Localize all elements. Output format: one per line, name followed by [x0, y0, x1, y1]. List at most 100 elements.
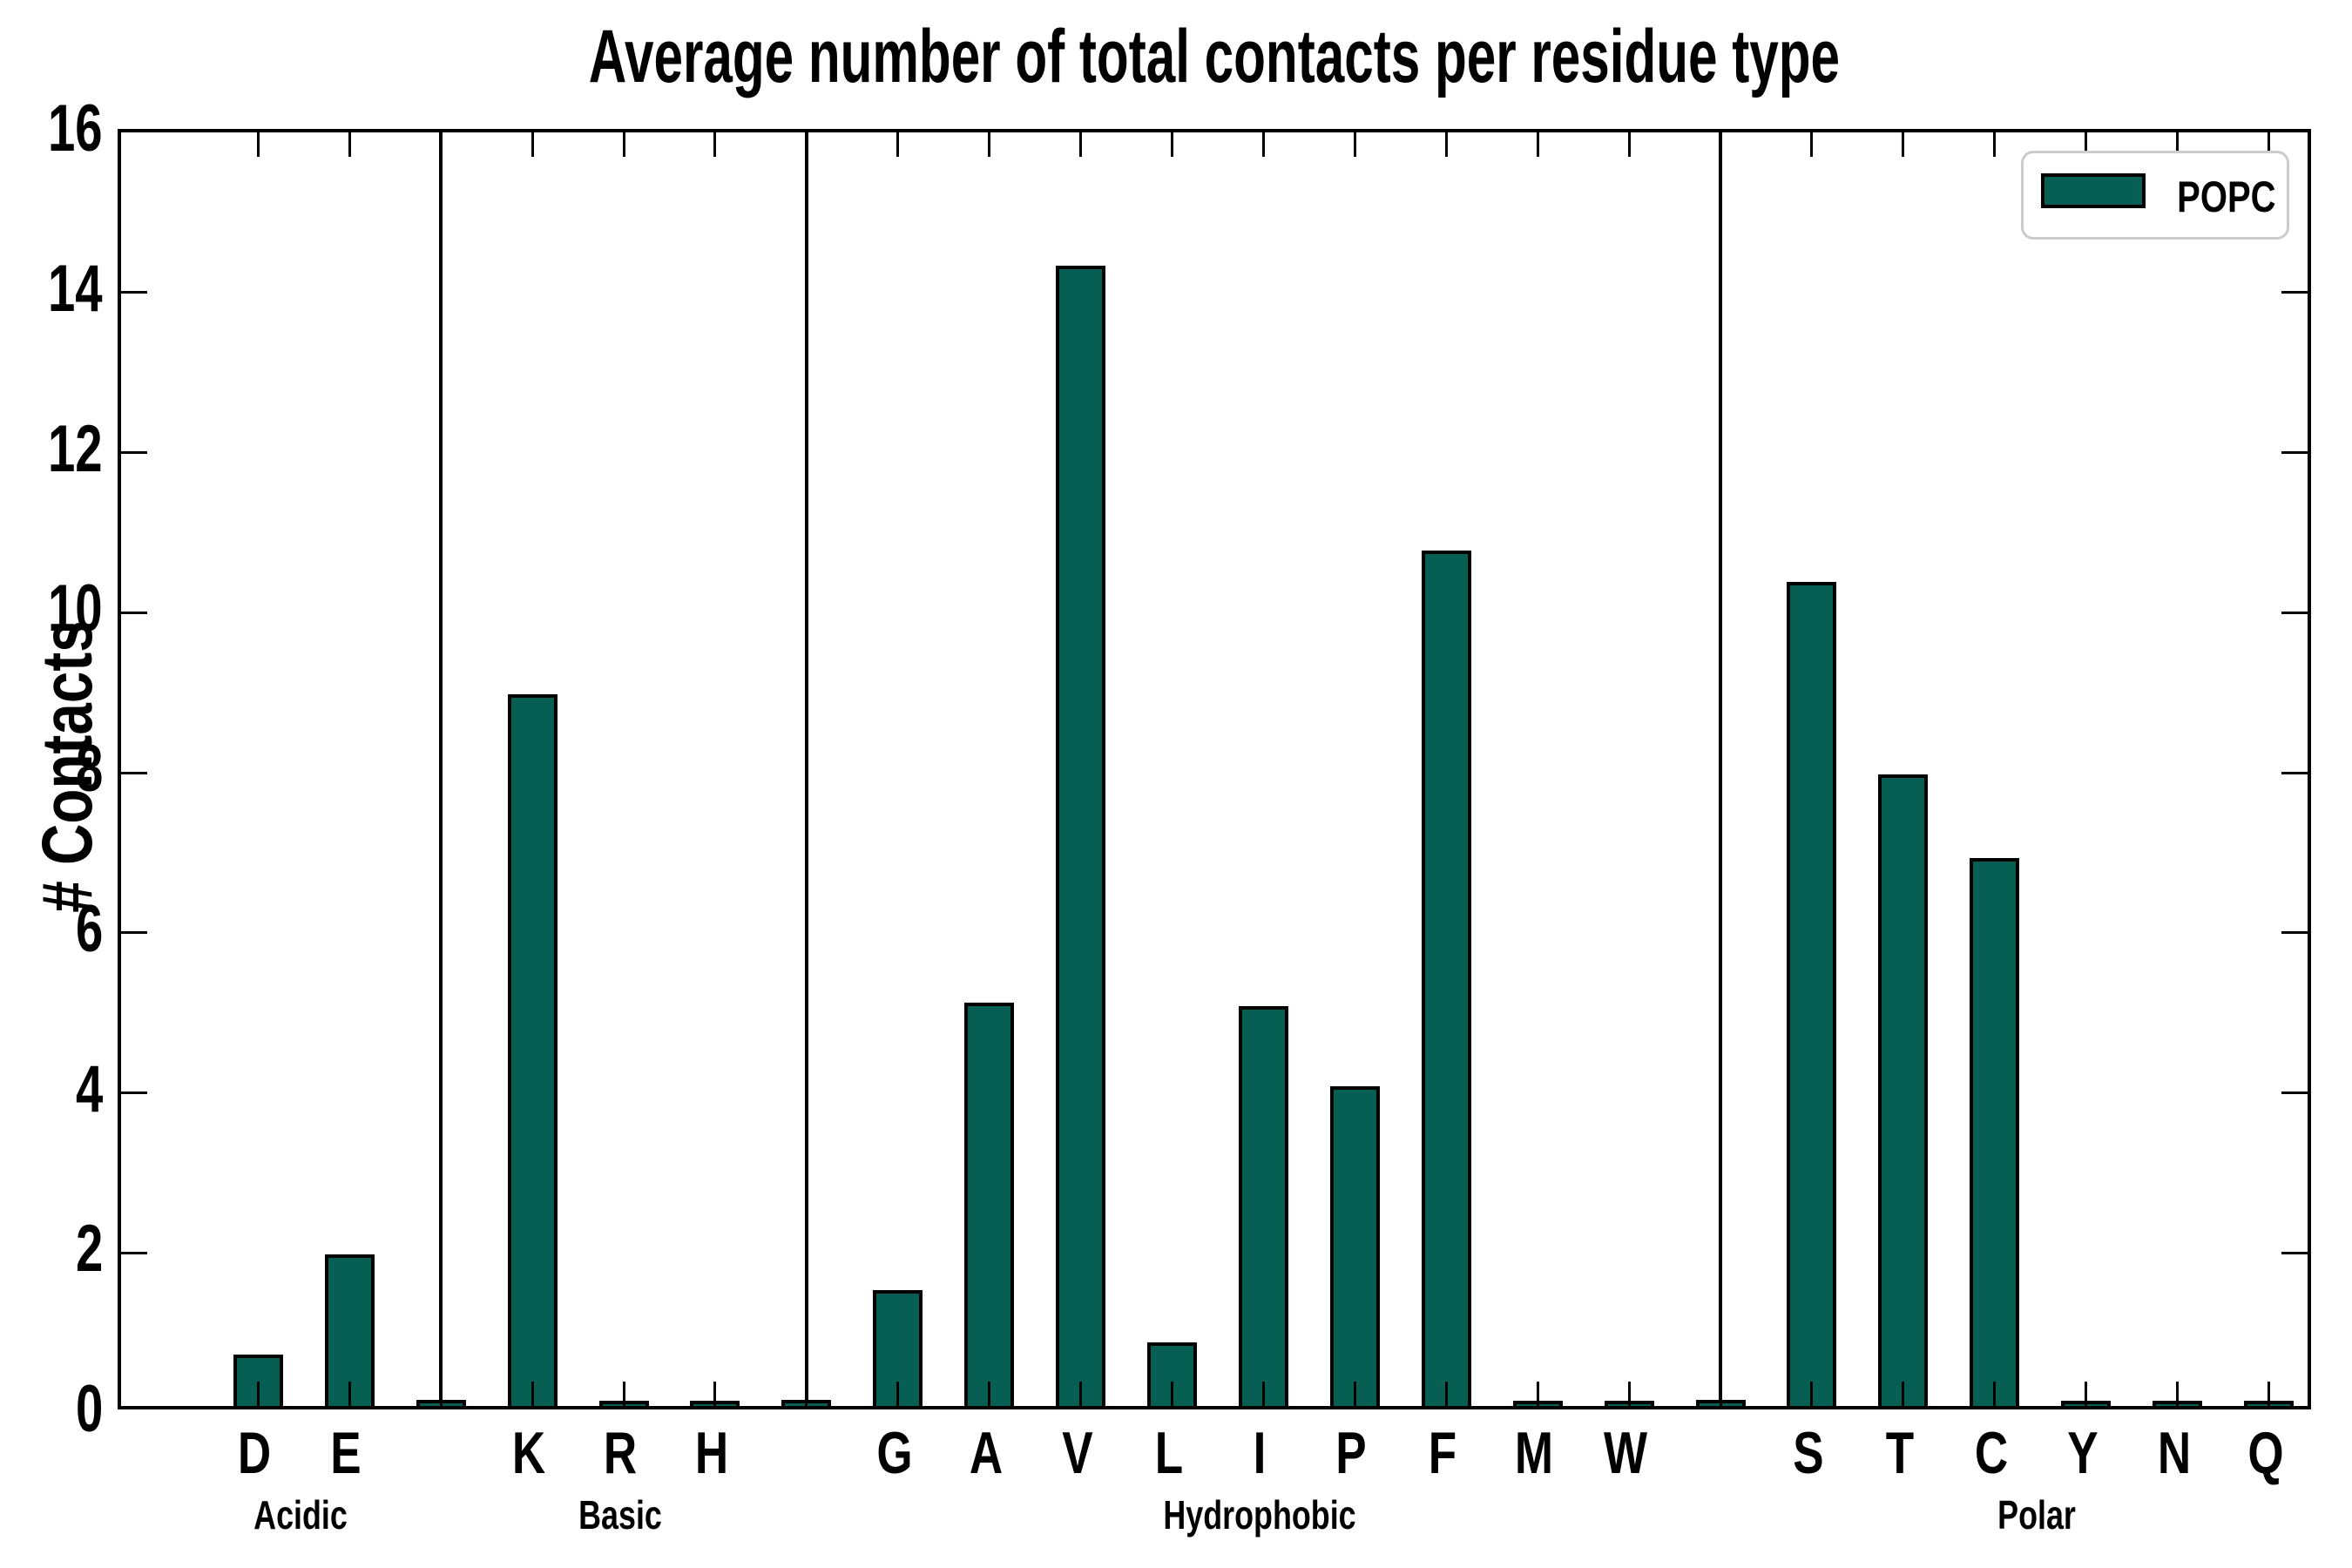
x-tick-mark-top: [896, 132, 900, 157]
x-tick-label-R: R: [598, 1423, 641, 1483]
x-tick-mark-top: [348, 132, 351, 157]
x-tick-label-text: H: [694, 1420, 729, 1486]
legend: POPC: [2021, 151, 2289, 240]
y-tick-label-12: 12: [0, 416, 103, 483]
y-tick-mark-left: [121, 611, 147, 614]
group-divider: [439, 132, 443, 1406]
x-tick-mark-bottom: [1719, 1382, 1722, 1406]
x-tick-mark-top: [256, 132, 260, 157]
x-tick-mark-top: [805, 132, 808, 157]
y-tick-label-text: 0: [75, 1372, 103, 1446]
bar-L: [1147, 1342, 1198, 1406]
x-tick-label-S: S: [1788, 1423, 1828, 1483]
y-tick-mark-right: [2281, 931, 2308, 935]
x-tick-mark-top: [1079, 132, 1083, 157]
x-tick-mark-bottom: [713, 1382, 717, 1406]
group-label-Hydrophobic: Hydrophobic: [1137, 1495, 1384, 1535]
x-tick-label-text: N: [2157, 1420, 2191, 1486]
x-tick-mark-bottom: [1810, 1382, 1814, 1406]
x-tick-mark-top: [439, 132, 443, 157]
y-tick-label-0: 0: [0, 1376, 103, 1443]
y-tick-label-text: 8: [75, 732, 103, 806]
x-tick-mark-top: [1171, 132, 1174, 157]
x-tick-mark-top: [531, 132, 534, 157]
x-tick-label-text: Q: [2247, 1420, 2284, 1486]
x-tick-label-text: P: [1335, 1420, 1368, 1486]
bar-A: [964, 1002, 1015, 1406]
x-tick-mark-top: [1902, 132, 1905, 157]
x-tick-label-text: I: [1254, 1420, 1267, 1486]
group-label-Polar: Polar: [1987, 1495, 2087, 1535]
group-label-Acidic: Acidic: [240, 1495, 361, 1535]
group-divider: [804, 132, 808, 1406]
x-tick-label-text: R: [603, 1420, 638, 1486]
y-tick-label-text: 16: [48, 91, 103, 166]
chart-title-text: Average number of total contacts per res…: [588, 15, 1841, 98]
x-tick-mark-top: [1810, 132, 1814, 157]
x-tick-label-text: L: [1154, 1420, 1183, 1486]
y-tick-mark-right: [2281, 291, 2308, 294]
y-tick-mark-right: [2281, 611, 2308, 614]
y-tick-mark-right: [2281, 1251, 2308, 1254]
x-tick-label-C: C: [1970, 1423, 2012, 1483]
x-tick-mark-bottom: [531, 1382, 534, 1406]
bar-T: [1878, 774, 1929, 1406]
x-tick-mark-bottom: [2085, 1382, 2088, 1406]
x-tick-mark-top: [1993, 132, 1997, 157]
x-tick-mark-bottom: [1171, 1382, 1174, 1406]
bar-G: [873, 1290, 923, 1406]
x-tick-label-text: W: [1604, 1420, 1648, 1486]
chart-title: Average number of total contacts per res…: [118, 19, 2311, 94]
legend-label: POPC: [2161, 175, 2292, 219]
x-tick-label-P: P: [1332, 1423, 1371, 1483]
x-tick-mark-bottom: [1536, 1382, 1539, 1406]
x-tick-mark-top: [988, 132, 991, 157]
x-tick-mark-top: [1719, 132, 1722, 157]
x-tick-mark-bottom: [1627, 1382, 1631, 1406]
x-tick-label-L: L: [1151, 1423, 1187, 1483]
x-tick-mark-bottom: [1079, 1382, 1083, 1406]
x-tick-mark-bottom: [805, 1382, 808, 1406]
x-tick-mark-top: [622, 132, 625, 157]
x-tick-mark-top: [1536, 132, 1539, 157]
x-tick-label-text: S: [1793, 1420, 1824, 1486]
x-tick-label-text: A: [969, 1420, 1003, 1486]
y-tick-mark-left: [121, 931, 147, 935]
bar-P: [1329, 1086, 1380, 1406]
y-tick-label-text: 2: [75, 1212, 103, 1287]
y-tick-label-text: 14: [48, 251, 103, 326]
x-tick-label-E: E: [327, 1423, 366, 1483]
y-tick-mark-left: [121, 1251, 147, 1254]
legend-swatch: [2041, 173, 2146, 208]
y-tick-mark-right: [2281, 451, 2308, 454]
x-tick-label-W: W: [1598, 1423, 1653, 1483]
x-tick-label-text: M: [1515, 1420, 1554, 1486]
x-tick-label-K: K: [508, 1423, 551, 1483]
x-tick-mark-bottom: [622, 1382, 625, 1406]
x-tick-label-text: T: [1885, 1420, 1915, 1486]
x-tick-label-N: N: [2153, 1423, 2195, 1483]
x-tick-mark-top: [1444, 132, 1448, 157]
y-tick-label-4: 4: [0, 1056, 103, 1123]
x-tick-mark-top: [2176, 132, 2180, 157]
bar-C: [1970, 858, 2020, 1406]
x-tick-mark-top: [713, 132, 717, 157]
y-tick-label-text: 10: [48, 571, 103, 646]
x-tick-label-text: C: [1974, 1420, 2008, 1486]
x-tick-mark-bottom: [348, 1382, 351, 1406]
x-tick-mark-top: [2268, 132, 2271, 157]
y-tick-label-10: 10: [0, 576, 103, 642]
x-tick-label-T: T: [1882, 1423, 1918, 1483]
x-tick-mark-bottom: [1261, 1382, 1265, 1406]
y-tick-label-text: 12: [48, 411, 103, 486]
x-tick-label-text: D: [238, 1420, 272, 1486]
x-tick-mark-bottom: [1902, 1382, 1905, 1406]
y-tick-label-8: 8: [0, 736, 103, 802]
bar-S: [1787, 582, 1837, 1406]
x-tick-label-text: V: [1061, 1420, 1093, 1486]
y-tick-mark-right: [2281, 1092, 2308, 1094]
bar-E: [324, 1254, 375, 1406]
plot-area: [118, 129, 2311, 1409]
x-tick-mark-bottom: [1993, 1382, 1997, 1406]
x-tick-mark-top: [1353, 132, 1356, 157]
